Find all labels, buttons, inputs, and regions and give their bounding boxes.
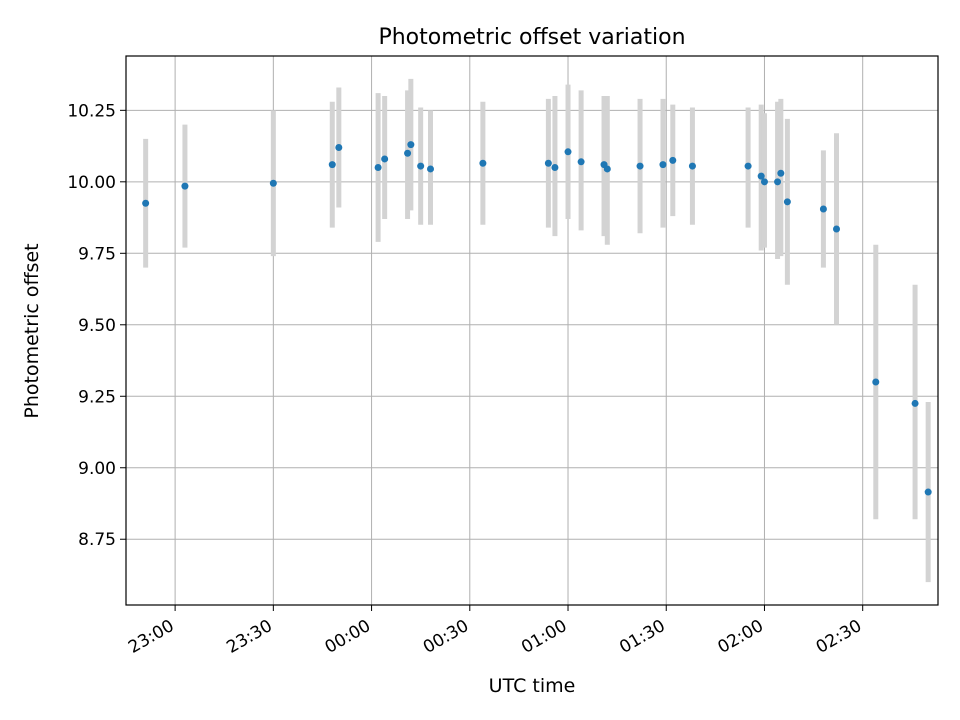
- y-tick-label: 9.50: [78, 316, 116, 336]
- point-layer: [142, 141, 932, 496]
- data-point: [783, 198, 791, 206]
- y-tick-label: 9.00: [78, 459, 116, 479]
- y-tick-label: 10.00: [67, 173, 116, 193]
- data-point: [479, 159, 487, 167]
- data-point: [636, 162, 644, 170]
- y-tick-label: 8.75: [78, 530, 116, 550]
- data-point: [819, 205, 827, 213]
- data-point: [872, 378, 880, 386]
- data-point: [142, 199, 150, 207]
- data-point: [603, 165, 611, 173]
- plot-area: [126, 56, 938, 605]
- data-point: [427, 165, 434, 173]
- data-point: [833, 225, 840, 233]
- plot-frame: [125, 55, 939, 606]
- data-point: [669, 156, 677, 164]
- data-point: [757, 172, 765, 180]
- data-point: [269, 179, 277, 187]
- y-tick-label: 9.75: [78, 244, 116, 264]
- data-point: [760, 178, 768, 186]
- data-point: [328, 161, 336, 169]
- y-tick-label: 10.25: [67, 101, 116, 121]
- y-axis-label: Photometric offset: [21, 243, 43, 418]
- data-point: [911, 399, 919, 407]
- data-point: [407, 141, 415, 149]
- data-point: [777, 169, 785, 177]
- data-point: [577, 158, 585, 166]
- data-point: [417, 162, 425, 170]
- data-point: [374, 164, 382, 172]
- grid-layer: [126, 56, 938, 605]
- data-point: [659, 161, 667, 169]
- data-point: [924, 488, 932, 496]
- data-point: [744, 162, 752, 170]
- data-point: [544, 159, 552, 167]
- x-axis-label: UTC time: [489, 675, 576, 697]
- y-tick-label: 9.25: [78, 387, 116, 407]
- chart-title: Photometric offset variation: [378, 25, 685, 50]
- data-point: [774, 178, 782, 186]
- data-point: [551, 164, 559, 172]
- data-point: [181, 182, 189, 190]
- data-point: [688, 162, 696, 170]
- data-point: [335, 144, 343, 151]
- data-point: [404, 149, 412, 157]
- data-point: [381, 155, 389, 163]
- data-point: [564, 148, 572, 156]
